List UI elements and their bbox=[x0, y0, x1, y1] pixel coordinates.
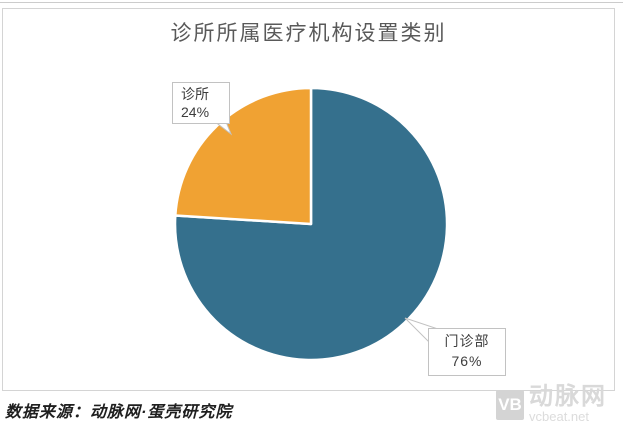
pie-slices bbox=[173, 86, 449, 362]
callout-outpatient-value: 76% bbox=[451, 353, 483, 369]
vb-logo-icon: VB bbox=[496, 390, 524, 420]
watermark: VB 动脉网 vcbeat.net bbox=[496, 384, 607, 424]
chart-title: 诊所所属医疗机构设置类别 bbox=[170, 22, 447, 45]
data-source-note: 数据来源：动脉网·蛋壳研究院 bbox=[5, 404, 233, 421]
top-divider bbox=[0, 2, 623, 3]
watermark-domain: vcbeat.net bbox=[529, 409, 589, 424]
callout-outpatient: 门诊部 76% bbox=[428, 328, 506, 376]
pie-slice-1 bbox=[174, 86, 313, 226]
callout-clinic-value: 24% bbox=[181, 104, 210, 120]
callout-clinic-label: 诊所 bbox=[181, 86, 209, 102]
watermark-text: 动脉网 vcbeat.net bbox=[529, 384, 607, 424]
watermark-brand: 动脉网 bbox=[529, 383, 607, 410]
callout-clinic: 诊所 24% bbox=[172, 82, 230, 124]
callout-outpatient-label: 门诊部 bbox=[444, 333, 490, 349]
